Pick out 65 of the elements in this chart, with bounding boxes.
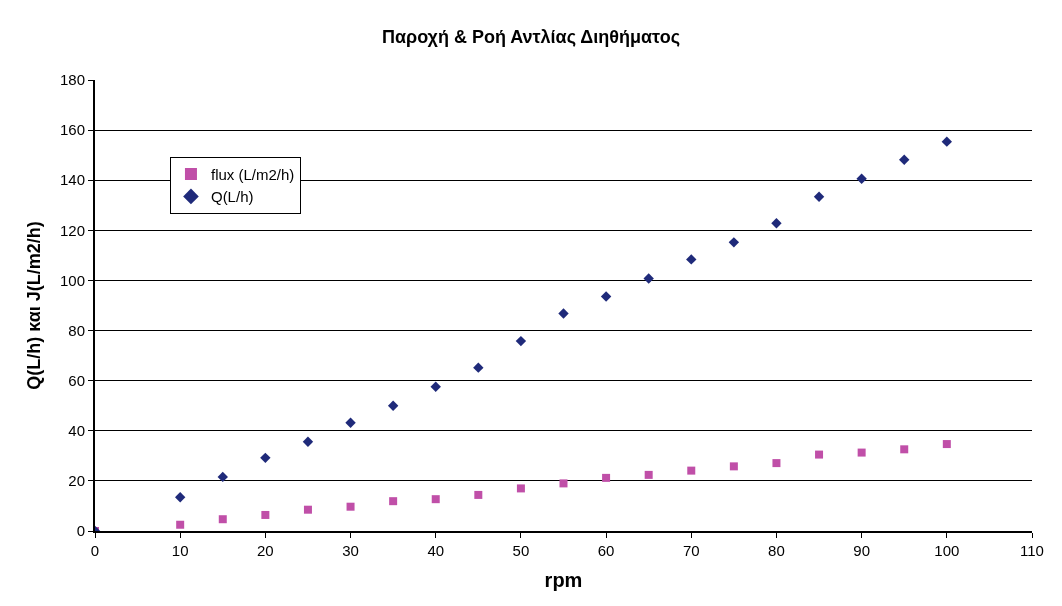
point (559, 479, 568, 488)
point (602, 473, 611, 482)
point (857, 448, 866, 457)
y-tick-label: 180 (59, 71, 85, 89)
x-tick-label: 80 (768, 542, 785, 559)
point (644, 470, 653, 479)
y-tick-label: 0 (76, 522, 85, 540)
point (174, 491, 186, 503)
point (941, 136, 953, 147)
point (345, 417, 356, 428)
point (302, 436, 314, 447)
x-tick-label: 10 (171, 542, 189, 559)
y-axis-title: Q(L/h) και J(L/m2/h) (23, 221, 44, 390)
y-tick-label: 20 (68, 472, 85, 490)
point (600, 291, 612, 302)
point (346, 502, 355, 511)
x-tick-label: 20 (257, 542, 274, 559)
y-tick-label: 140 (59, 171, 85, 189)
x-tick-label: 100 (934, 542, 960, 559)
point (431, 495, 440, 504)
point (900, 445, 909, 454)
point (260, 452, 271, 464)
point (729, 462, 738, 471)
x-tick-label: 110 (1020, 542, 1044, 559)
x-tick-label: 60 (597, 542, 615, 559)
x-axis-title: rpm (544, 569, 583, 591)
point (176, 520, 185, 529)
y-tick-label: 40 (68, 422, 85, 440)
point (856, 173, 867, 184)
point (473, 362, 484, 373)
point (474, 490, 483, 499)
point (686, 254, 697, 265)
point (430, 381, 441, 392)
point (218, 515, 227, 524)
point (771, 218, 782, 229)
y-tick-label: 100 (59, 271, 85, 289)
chart-title: Παροχή & Ροή Αντλίας Διηθήματος (381, 26, 681, 47)
x-tick-label: 70 (682, 542, 700, 559)
x-tick-label: 40 (427, 542, 445, 559)
point (261, 510, 270, 519)
point (217, 471, 228, 483)
y-tick-label: 80 (68, 321, 85, 339)
y-tick-label: 60 (68, 371, 85, 389)
y-tick-label: 120 (59, 221, 85, 239)
x-tick-label: 90 (853, 542, 870, 559)
legend-label: flux (L/m2/h) (210, 165, 295, 183)
point (899, 154, 910, 165)
legend-label: Q(L/h) (210, 188, 254, 206)
point (772, 459, 781, 468)
point (389, 497, 398, 506)
point (387, 400, 399, 411)
x-tick-label: 30 (342, 542, 359, 559)
point (303, 505, 312, 514)
point (813, 191, 825, 202)
x-tick-label: 0 (90, 542, 100, 559)
point (942, 440, 951, 449)
point (516, 484, 525, 493)
point (815, 450, 824, 459)
point (728, 237, 740, 248)
y-tick-label: 160 (59, 121, 85, 139)
x-tick-label: 50 (512, 542, 530, 559)
point (687, 466, 696, 475)
point (643, 273, 654, 284)
point (558, 308, 569, 319)
point (515, 335, 527, 347)
